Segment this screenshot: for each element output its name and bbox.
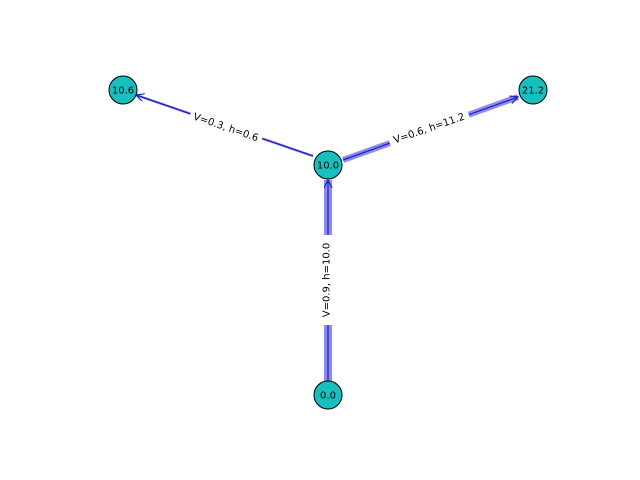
edge-label-bottom-center: V=0.9, h=10.0: [322, 243, 333, 317]
edge-label-background: [387, 107, 471, 149]
edge-label-background: [319, 235, 333, 325]
edge-center-to-left: V=0.3, h=0.6: [136, 95, 314, 158]
edge-label-background: [187, 108, 265, 146]
edge-label-center-right: V=0.6, h=11.2: [392, 112, 466, 147]
graph-node-left: 10.6: [108, 75, 138, 105]
node-circle: [518, 75, 548, 105]
node-label-right: 21.2: [522, 86, 544, 97]
graph-node-right: 21.2: [518, 75, 548, 105]
graph-node-bottom: 0.0: [313, 380, 343, 410]
node-label-center: 10.0: [317, 161, 339, 172]
edge-bottom-to-center: V=0.9, h=10.0: [319, 180, 333, 382]
node-label-left: 10.6: [112, 86, 134, 97]
edge-center-to-right: V=0.6, h=11.2: [341, 94, 518, 163]
node-circle: [313, 380, 343, 410]
graph-node-center: 10.0: [313, 150, 343, 180]
node-circle: [108, 75, 138, 105]
node-label-bottom: 0.0: [320, 391, 336, 402]
node-circle: [313, 150, 343, 180]
